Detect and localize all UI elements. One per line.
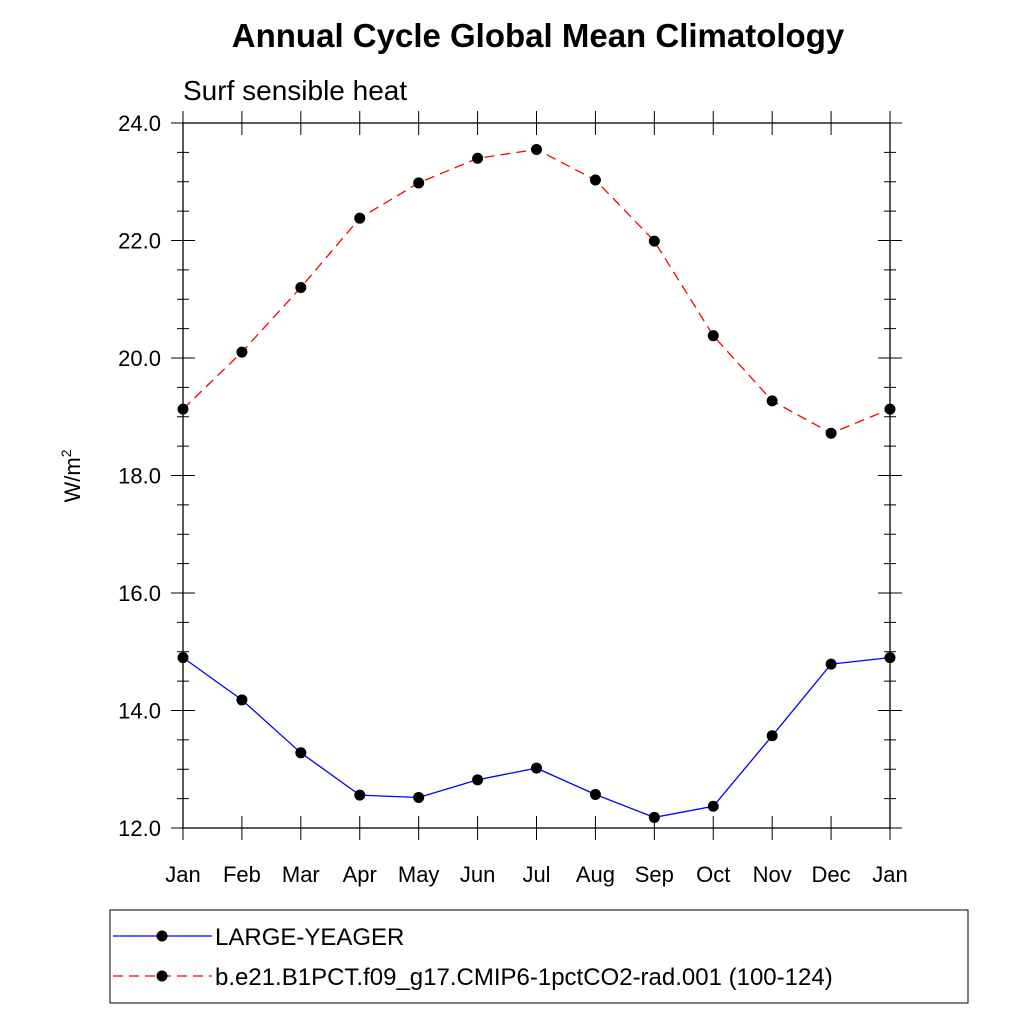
x-tick-label: Aug [576, 862, 615, 887]
data-point-series-1 [354, 789, 366, 801]
x-tick-label: Apr [343, 862, 377, 887]
x-tick-label: Oct [696, 862, 730, 887]
series-layer [177, 143, 896, 823]
y-tick-label: 12.0 [118, 816, 161, 841]
x-tick-label: Jan [872, 862, 907, 887]
data-point-series-2 [413, 177, 425, 189]
y-tick-labels: 12.0 14.0 16.0 18.0 20.0 22.0 24.0 [118, 111, 161, 841]
data-point-series-2 [177, 403, 189, 415]
y-tick-label: 24.0 [118, 111, 161, 136]
data-point-series-1 [413, 791, 425, 803]
data-point-series-1 [295, 747, 307, 759]
data-point-series-1 [766, 730, 778, 742]
data-point-series-2 [766, 395, 778, 407]
x-tick-label: Feb [223, 862, 261, 887]
minor-ticks [177, 151, 896, 800]
legend-marker-series-1 [156, 930, 168, 942]
x-tick-label: Jul [522, 862, 550, 887]
data-point-series-1 [177, 652, 189, 664]
y-axis-label: W/m2 [58, 449, 85, 502]
data-point-series-2 [472, 152, 484, 164]
data-point-series-1 [472, 774, 484, 786]
legend: LARGE-YEAGER b.e21.B1PCT.f09_g17.CMIP6-1… [109, 909, 969, 1004]
data-point-series-2 [295, 282, 307, 293]
chart-subtitle: Surf sensible heat [183, 75, 407, 106]
data-point-series-2 [354, 212, 366, 224]
x-tick-label: Sep [635, 862, 674, 887]
x-tick-label: Mar [282, 862, 320, 887]
x-tick-label: Dec [812, 862, 851, 887]
x-tick-labels: Jan Feb Mar Apr May Jun Jul Aug Sep Oct Nov Dec Jan [165, 862, 907, 887]
data-point-series-1 [589, 789, 601, 801]
data-point-series-1 [825, 658, 837, 670]
data-point-series-1 [884, 652, 896, 664]
data-point-series-2 [825, 427, 837, 439]
data-point-series-2 [648, 235, 660, 247]
x-tick-label: May [398, 862, 440, 887]
legend-label-series-2: b.e21.B1PCT.f09_g17.CMIP6-1pctCO2-rad.00… [215, 964, 833, 991]
x-tick-label: Jun [460, 862, 495, 887]
x-tick-label: Jan [165, 862, 200, 887]
data-point-series-2 [531, 143, 542, 155]
data-point-series-2 [589, 174, 601, 186]
data-point-series-1 [531, 762, 542, 774]
y-tick-label: 18.0 [118, 464, 161, 489]
data-point-series-2 [707, 330, 719, 342]
data-point-series-1 [648, 811, 660, 823]
svg-text:W/m2: W/m2 [58, 449, 85, 502]
data-point-series-2 [236, 346, 248, 358]
chart-title: Annual Cycle Global Mean Climatology [232, 17, 845, 54]
series-line-1 [182, 656, 891, 819]
y-axis-label-superscript: 2 [58, 449, 74, 457]
x-tick-label: Nov [753, 862, 792, 887]
y-tick-label: 22.0 [118, 229, 161, 254]
data-point-series-2 [884, 403, 896, 415]
legend-marker-series-2 [156, 970, 168, 982]
y-tick-label: 16.0 [118, 581, 161, 606]
y-axis-label-text: W/m [60, 457, 85, 502]
y-tick-label: 20.0 [118, 346, 161, 371]
legend-label-series-1: LARGE-YEAGER [215, 924, 404, 951]
major-ticks [171, 111, 902, 840]
data-point-series-1 [707, 800, 719, 812]
data-point-series-1 [236, 694, 248, 706]
legend-box [109, 909, 969, 1004]
series-line-2 [182, 148, 891, 434]
y-tick-label: 14.0 [118, 699, 161, 724]
